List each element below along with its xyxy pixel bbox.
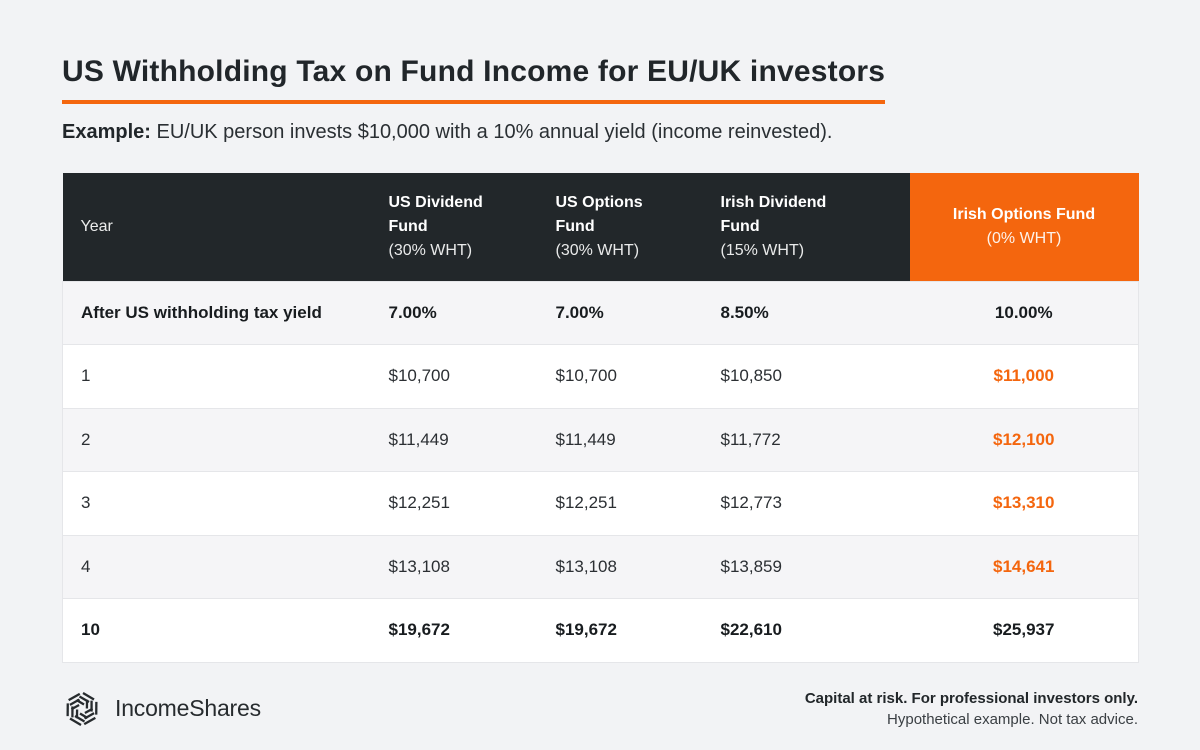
table-cell: $11,449 bbox=[388, 407, 556, 472]
table-row-year-1: 1 $10,700 $10,700 $10,850 $11,000 bbox=[62, 344, 1139, 408]
highlight-cell: 10.00% bbox=[909, 280, 1139, 345]
column-header-irish-dividend-fund: Irish Dividend Fund (15% WHT) bbox=[720, 173, 910, 281]
table-cell: $19,672 bbox=[388, 598, 556, 662]
table-header: Year US Dividend Fund (30% WHT) US Option… bbox=[62, 173, 1139, 281]
column-header-year: Year bbox=[62, 173, 389, 281]
highlight-cell: $12,100 bbox=[909, 407, 1139, 472]
column-header-us-options-fund: US Options Fund (30% WHT) bbox=[555, 173, 721, 281]
table-body: After US withholding tax yield 7.00% 7.0… bbox=[62, 280, 1139, 662]
example-text: EU/UK person invests $10,000 with a 10% … bbox=[156, 121, 833, 143]
table-row-yield: After US withholding tax yield 7.00% 7.0… bbox=[62, 280, 1139, 345]
table-cell: $10,700 bbox=[555, 344, 721, 408]
row-label-cell: 2 bbox=[62, 407, 389, 472]
disclaimer: Capital at risk. For professional invest… bbox=[805, 688, 1138, 730]
infographic-page: US Withholding Tax on Fund Income for EU… bbox=[62, 54, 1139, 730]
highlight-cell: $14,641 bbox=[909, 534, 1139, 599]
table-cell: 7.00% bbox=[555, 280, 721, 345]
example-label: Example: bbox=[62, 121, 151, 143]
column-label: Irish Options Fund bbox=[952, 205, 1096, 223]
row-label-cell: 1 bbox=[62, 344, 389, 408]
incomeshares-logo-icon bbox=[66, 691, 98, 726]
table-cell: 7.00% bbox=[388, 280, 556, 345]
table-cell: $12,773 bbox=[720, 471, 910, 535]
table-row-year-4: 4 $13,108 $13,108 $13,859 $14,641 bbox=[62, 534, 1139, 599]
table-cell: 8.50% bbox=[720, 280, 910, 345]
column-sublabel: (15% WHT) bbox=[720, 241, 805, 259]
table-cell: $13,108 bbox=[388, 534, 556, 599]
example-subtitle: Example: EU/UK person invests $10,000 wi… bbox=[62, 119, 1138, 145]
brand-name: IncomeShares bbox=[115, 695, 261, 721]
header-row: Year US Dividend Fund (30% WHT) US Option… bbox=[62, 173, 1139, 281]
disclaimer-risk-line: Capital at risk. For professional invest… bbox=[804, 689, 1138, 707]
table-cell: $11,772 bbox=[720, 407, 910, 472]
column-header-us-dividend-fund: US Dividend Fund (30% WHT) bbox=[388, 173, 556, 281]
footer: IncomeShares Capital at risk. For profes… bbox=[62, 688, 1138, 730]
table-cell: $19,672 bbox=[555, 598, 721, 662]
table-cell: $11,449 bbox=[555, 407, 721, 472]
table-row-year-2: 2 $11,449 $11,449 $11,772 $12,100 bbox=[62, 407, 1139, 472]
highlight-cell: $25,937 bbox=[909, 598, 1139, 662]
highlight-cell: $11,000 bbox=[909, 344, 1139, 408]
table-cell: $13,108 bbox=[555, 534, 721, 599]
wht-comparison-table: Year US Dividend Fund (30% WHT) US Option… bbox=[62, 173, 1139, 663]
page-title: US Withholding Tax on Fund Income for EU… bbox=[62, 54, 886, 104]
brand: IncomeShares bbox=[62, 689, 261, 729]
table-cell: $12,251 bbox=[388, 471, 556, 535]
table-cell: $10,850 bbox=[720, 344, 910, 408]
row-label-cell: 10 bbox=[62, 598, 389, 662]
row-label-cell: After US withholding tax yield bbox=[62, 280, 389, 345]
table-row-year-10: 10 $19,672 $19,672 $22,610 $25,937 bbox=[62, 598, 1139, 662]
table-cell: $10,700 bbox=[388, 344, 556, 408]
highlight-cell: $13,310 bbox=[909, 471, 1139, 535]
column-sublabel: (30% WHT) bbox=[555, 241, 640, 259]
table-row-year-3: 3 $12,251 $12,251 $12,773 $13,310 bbox=[62, 471, 1139, 535]
column-sublabel: (30% WHT) bbox=[388, 241, 473, 259]
disclaimer-hypothetical-line: Hypothetical example. Not tax advice. bbox=[887, 710, 1138, 728]
table-cell: $13,859 bbox=[720, 534, 910, 599]
column-label: US Options Fund bbox=[555, 193, 643, 235]
column-label: US Dividend Fund bbox=[388, 193, 483, 235]
column-header-irish-options-fund: Irish Options Fund (0% WHT) bbox=[909, 173, 1139, 281]
row-label-cell: 4 bbox=[62, 534, 389, 599]
table-cell: $12,251 bbox=[555, 471, 721, 535]
column-label: Irish Dividend Fund bbox=[720, 193, 827, 235]
row-label-cell: 3 bbox=[62, 471, 389, 535]
column-sublabel: (0% WHT) bbox=[986, 229, 1062, 247]
table-cell: $22,610 bbox=[720, 598, 910, 662]
